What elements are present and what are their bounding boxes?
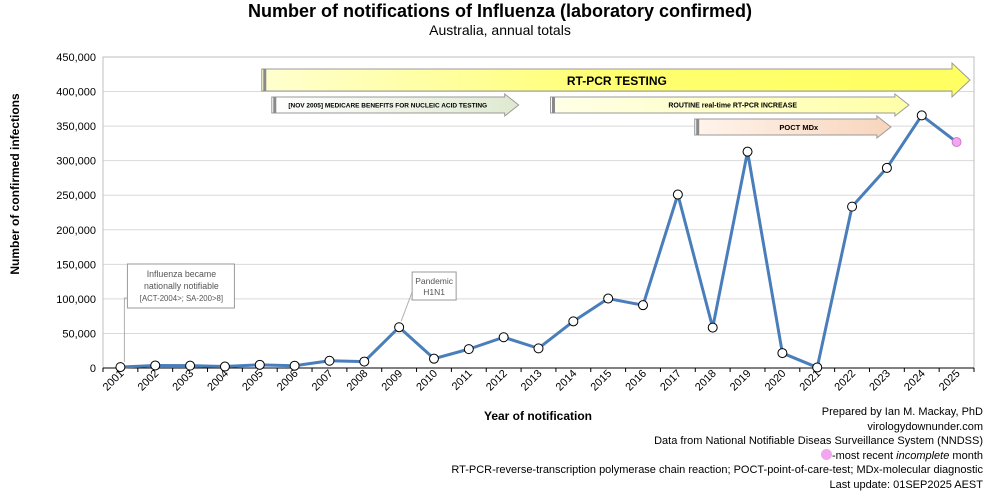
y-tick-label: 200,000 bbox=[56, 225, 96, 237]
y-tick-label: 300,000 bbox=[56, 156, 96, 168]
x-axis-label: Year of notification bbox=[484, 409, 592, 423]
x-tick-label: 2014 bbox=[554, 368, 580, 394]
data-point bbox=[777, 348, 788, 359]
credit-incomplete-note: -most recent incomplete month bbox=[451, 448, 983, 464]
x-tick-label: 2017 bbox=[658, 368, 684, 394]
data-point bbox=[324, 355, 335, 366]
chart-title: Number of notifications of Influenza (la… bbox=[247, 1, 753, 21]
data-point bbox=[359, 356, 370, 367]
y-tick-label: 150,000 bbox=[56, 259, 96, 271]
x-tick-label: 2011 bbox=[450, 368, 475, 393]
annotation-pandemic-leader bbox=[400, 291, 413, 322]
data-point bbox=[394, 322, 405, 333]
data-point bbox=[847, 201, 858, 212]
y-axis-label: Number of confirmed infections bbox=[8, 93, 22, 275]
band-rtpcr-testing-label: RT-PCR TESTING bbox=[567, 74, 667, 88]
incomplete-note-emphasis: incomplete bbox=[896, 449, 950, 462]
x-tick-label: 2019 bbox=[728, 368, 754, 394]
x-tick-label: 2018 bbox=[693, 368, 719, 394]
credit-website: virologydownunder.com bbox=[867, 420, 983, 433]
incomplete-note-suffix: month bbox=[949, 449, 983, 462]
credits-block: Prepared by Ian M. Mackay, PhD virologyd… bbox=[451, 405, 983, 493]
data-point bbox=[916, 110, 927, 121]
data-point bbox=[672, 189, 683, 200]
series-line bbox=[120, 113, 958, 369]
data-point bbox=[463, 344, 474, 355]
data-point bbox=[289, 360, 300, 371]
x-tick-label: 2023 bbox=[867, 368, 893, 394]
data-point bbox=[254, 359, 265, 370]
data-point bbox=[185, 360, 196, 371]
data-point-incomplete bbox=[951, 137, 962, 147]
y-tick-label: 450,000 bbox=[56, 52, 96, 64]
annotations: Influenza became nationally notifiable [… bbox=[123, 263, 457, 363]
annotation-pandemic-line: Pandemic bbox=[415, 276, 454, 286]
data-point bbox=[707, 322, 718, 333]
annotation-notifiable-leader bbox=[123, 297, 128, 363]
x-tick-label: 2002 bbox=[136, 368, 162, 394]
data-point bbox=[638, 300, 649, 311]
data-point bbox=[603, 293, 614, 304]
band-rtpcr-testing bbox=[261, 61, 971, 99]
annotation-notifiable-line: nationally notifiable bbox=[144, 281, 219, 291]
credit-last-update: Last update: 01SEP2025 AEST bbox=[829, 478, 983, 491]
credit-abbreviations: RT-PCR-reverse-transcription polymerase … bbox=[451, 464, 983, 477]
data-point bbox=[568, 316, 579, 327]
annotation-notifiable-line: Influenza became bbox=[147, 269, 217, 279]
x-tick-label: 2005 bbox=[240, 368, 266, 394]
x-tick-label: 2020 bbox=[763, 368, 789, 394]
y-tick-label: 100,000 bbox=[56, 294, 96, 306]
y-tick-label: 400,000 bbox=[56, 87, 96, 99]
series-notifications bbox=[115, 110, 962, 373]
x-tick-label: 2009 bbox=[379, 368, 405, 394]
data-point bbox=[881, 162, 892, 173]
annotation-notifiable-line: [ACT-2004>; SA-200>8] bbox=[140, 294, 223, 303]
data-point bbox=[533, 343, 544, 354]
x-tick-label: 2012 bbox=[484, 368, 510, 394]
data-point bbox=[150, 360, 161, 371]
x-tick-label: 2006 bbox=[275, 368, 301, 394]
y-tick-label: 250,000 bbox=[56, 190, 96, 202]
x-tick-label: 2008 bbox=[345, 368, 371, 394]
x-tick-label: 2015 bbox=[589, 368, 615, 394]
x-tick-label: 2007 bbox=[310, 368, 336, 394]
band-routine-realtime bbox=[550, 92, 910, 118]
x-tick-label: 2016 bbox=[623, 368, 649, 394]
incomplete-note-prefix: -most recent bbox=[831, 449, 897, 462]
data-point bbox=[115, 362, 126, 373]
band-poct-mdx-label: POCT MDx bbox=[779, 123, 819, 132]
data-point bbox=[498, 332, 509, 343]
credit-source: Data from National Notifiable Diseas Sur… bbox=[654, 435, 983, 448]
x-tick-label: 2003 bbox=[170, 368, 196, 394]
x-tick-label: 2025 bbox=[937, 368, 963, 394]
annotation-pandemic-line: H1N1 bbox=[423, 287, 445, 297]
data-point bbox=[428, 353, 439, 364]
x-tick-label: 2004 bbox=[205, 368, 231, 394]
annotation-notifiable-box bbox=[126, 263, 235, 309]
x-tick-label: 2022 bbox=[832, 368, 858, 394]
x-tick-label: 2013 bbox=[519, 368, 545, 394]
y-tick-label: 350,000 bbox=[56, 121, 96, 133]
incomplete-marker-icon bbox=[820, 448, 832, 460]
x-tick-label: 2024 bbox=[902, 368, 928, 394]
y-tick-label: 0 bbox=[90, 363, 96, 375]
annotation-pandemic-box bbox=[411, 271, 457, 301]
testing-bands: RT-PCR TESTING [NOV 2005] MEDICARE BENEFI… bbox=[261, 61, 971, 140]
data-point bbox=[812, 362, 823, 373]
band-medicare bbox=[271, 92, 520, 118]
data-point bbox=[742, 146, 753, 157]
credit-author: Prepared by Ian M. Mackay, PhD bbox=[821, 406, 983, 418]
band-poct-mdx bbox=[694, 114, 892, 140]
band-routine-realtime-label: ROUTINE real-time RT-PCR INCREASE bbox=[668, 103, 797, 110]
band-medicare-label: [NOV 2005] MEDICARE BENEFITS FOR NUCLEIC… bbox=[288, 103, 487, 110]
y-tick-label: 50,000 bbox=[62, 328, 96, 340]
x-tick-label: 2010 bbox=[414, 368, 440, 394]
chart-subtitle: Australia, annual totals bbox=[429, 22, 571, 38]
data-point bbox=[219, 361, 230, 372]
